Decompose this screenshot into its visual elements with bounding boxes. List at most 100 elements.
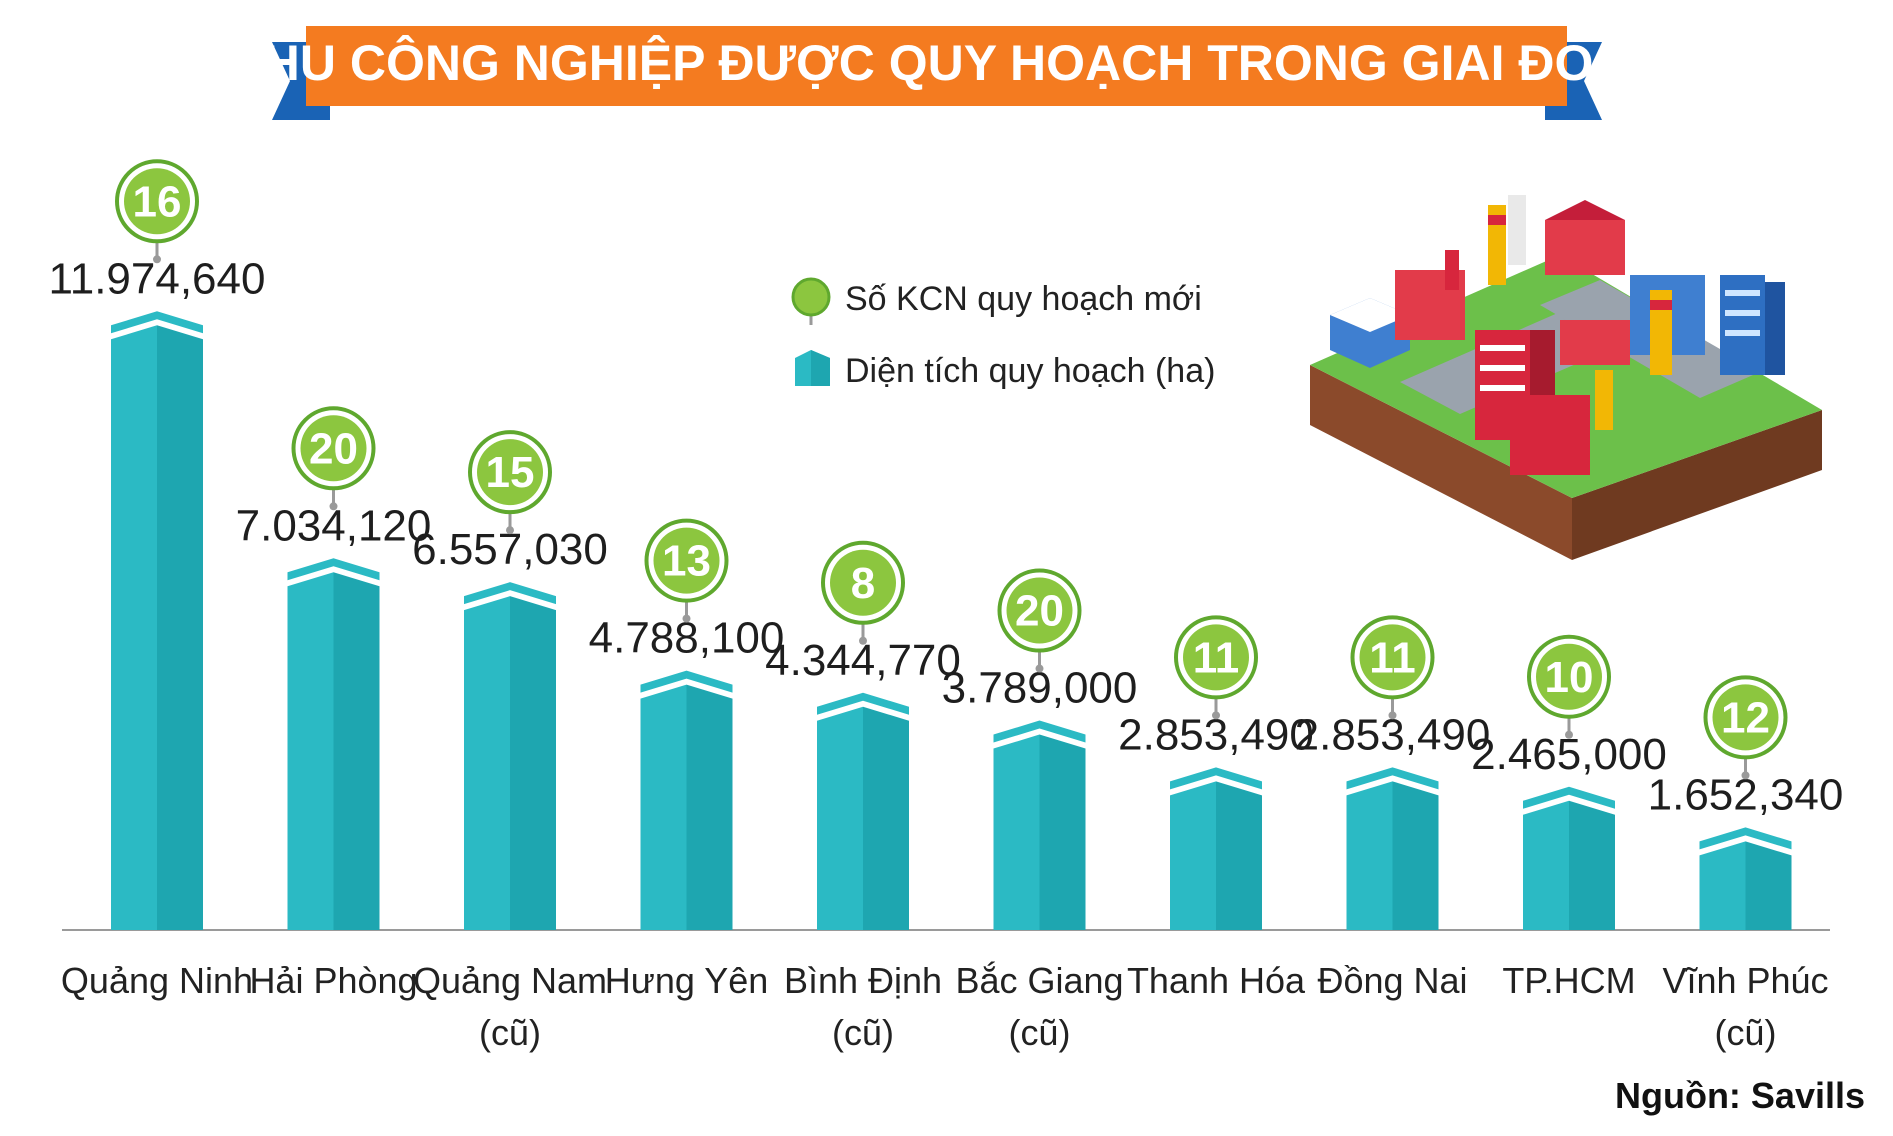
legend: Số KCN quy hoạch mới Diện tích quy hoạch… — [791, 277, 1215, 390]
bar-cap — [993, 720, 1086, 743]
bar-body-left — [1699, 841, 1746, 930]
legend-area-icon — [795, 350, 830, 386]
category-label: (cũ) — [1715, 1012, 1777, 1053]
window-strip-6 — [1725, 330, 1760, 336]
building-blue-tall-side — [1765, 282, 1785, 375]
source-note: Nguồn: Savills — [1615, 1075, 1865, 1116]
count-badge: 11 — [1174, 615, 1258, 720]
bar-body-right — [1039, 734, 1086, 930]
badge-fill — [1536, 643, 1602, 710]
bar-cap — [640, 670, 733, 693]
category-label: (cũ) — [479, 1012, 541, 1053]
badge-dot — [1035, 664, 1044, 673]
bar-cap — [1523, 786, 1615, 809]
badge-fill — [477, 439, 543, 506]
legend-count-label: Số KCN quy hoạch mới — [845, 280, 1202, 318]
count-badge: 10 — [1527, 634, 1611, 739]
chimney-4 — [1595, 370, 1613, 430]
bar-cap — [1170, 767, 1262, 790]
bar-group — [110, 311, 1793, 930]
badge-dot — [1212, 711, 1220, 720]
bar-cap — [111, 311, 203, 334]
building-blue-left-top — [1330, 298, 1410, 332]
bar — [463, 582, 557, 930]
category-label: (cũ) — [1009, 1012, 1071, 1053]
category-label: Quảng Nam — [413, 960, 607, 1001]
category-label: Vĩnh Phúc — [1662, 960, 1828, 1001]
bar-body-right — [510, 596, 556, 930]
bar-body-left — [464, 596, 510, 930]
badge-fill — [124, 168, 190, 235]
category-label: Thanh Hóa — [1127, 960, 1306, 1001]
badge-count-label: 13 — [662, 537, 711, 586]
bar-cap — [464, 582, 556, 605]
badge-count-label: 11 — [1193, 633, 1240, 682]
badge-fill — [1712, 684, 1779, 751]
industrial-park-illustration — [1310, 195, 1822, 560]
badge-dot — [329, 502, 338, 511]
bar-body-right — [333, 572, 380, 930]
building-red-roof — [1545, 220, 1625, 275]
building-red-lower — [1510, 395, 1590, 475]
bar-body-left — [1523, 800, 1569, 930]
bar-body-right — [1745, 841, 1792, 930]
chimney-3-band — [1650, 300, 1672, 310]
bar-body-right — [863, 706, 909, 930]
badge-count-label: 20 — [1015, 587, 1064, 636]
badge-count-label: 10 — [1545, 653, 1594, 702]
category-label: Bắc Giang — [955, 960, 1123, 1001]
badge-group: 16 20 15 13 8 20 11 11 10 12 — [115, 159, 1788, 780]
building-red-factory — [1560, 320, 1630, 365]
bar — [992, 720, 1087, 930]
window-strip-3 — [1480, 385, 1525, 391]
bar — [1522, 786, 1616, 930]
badge-fill — [830, 549, 896, 616]
count-badge: 11 — [1350, 615, 1435, 720]
chimney-5 — [1445, 250, 1459, 290]
badge-count-label: 15 — [486, 448, 535, 497]
bar-body-right — [1216, 781, 1262, 930]
badge-fill — [1006, 577, 1073, 644]
category-label: Bình Định — [784, 960, 942, 1001]
bar-body-left — [993, 734, 1040, 930]
category-label: Đồng Nai — [1317, 960, 1467, 1001]
bar-cap — [287, 558, 380, 581]
badge-dot — [1741, 771, 1750, 780]
bar — [110, 311, 204, 930]
badge-dot — [1388, 711, 1397, 720]
bar — [286, 558, 381, 930]
window-strip-2 — [1480, 365, 1525, 371]
bar-body-left — [1170, 781, 1216, 930]
chimney-3 — [1650, 290, 1672, 375]
bar-body-right — [1569, 800, 1615, 930]
bar — [1698, 827, 1793, 930]
chimney-1-band — [1488, 215, 1506, 225]
count-badge: 16 — [115, 159, 199, 264]
badge-dot — [1565, 730, 1573, 739]
badge-count-label: 20 — [309, 424, 358, 473]
badge-dot — [506, 526, 514, 535]
legend-count-icon — [791, 277, 831, 325]
count-badge: 8 — [821, 540, 905, 645]
category-label: Quảng Ninh — [61, 960, 253, 1001]
count-badge: 13 — [644, 518, 729, 623]
ground-dirt-right — [1572, 410, 1822, 560]
chimney-2 — [1508, 195, 1526, 265]
badge-fill — [1359, 624, 1426, 691]
window-strip-4 — [1725, 290, 1760, 296]
count-badge: 20 — [291, 406, 376, 511]
count-badge: 20 — [997, 568, 1082, 673]
ground-dirt-left — [1310, 365, 1572, 560]
bar — [1345, 767, 1440, 930]
category-label: Hưng Yên — [605, 960, 769, 1001]
bar-body-left — [111, 325, 157, 930]
badge-count-label: 16 — [133, 177, 182, 226]
bar — [816, 692, 910, 930]
category-label: Hải Phòng — [249, 960, 417, 1001]
count-badge: 15 — [468, 430, 552, 535]
title-banner: CÁC KHU CÔNG NGHIỆP ĐƯỢC QUY HOẠCH TRONG… — [105, 26, 1767, 120]
chart-title: CÁC KHU CÔNG NGHIỆP ĐƯỢC QUY HOẠCH TRONG… — [105, 34, 1766, 91]
banner-body — [306, 26, 1567, 106]
